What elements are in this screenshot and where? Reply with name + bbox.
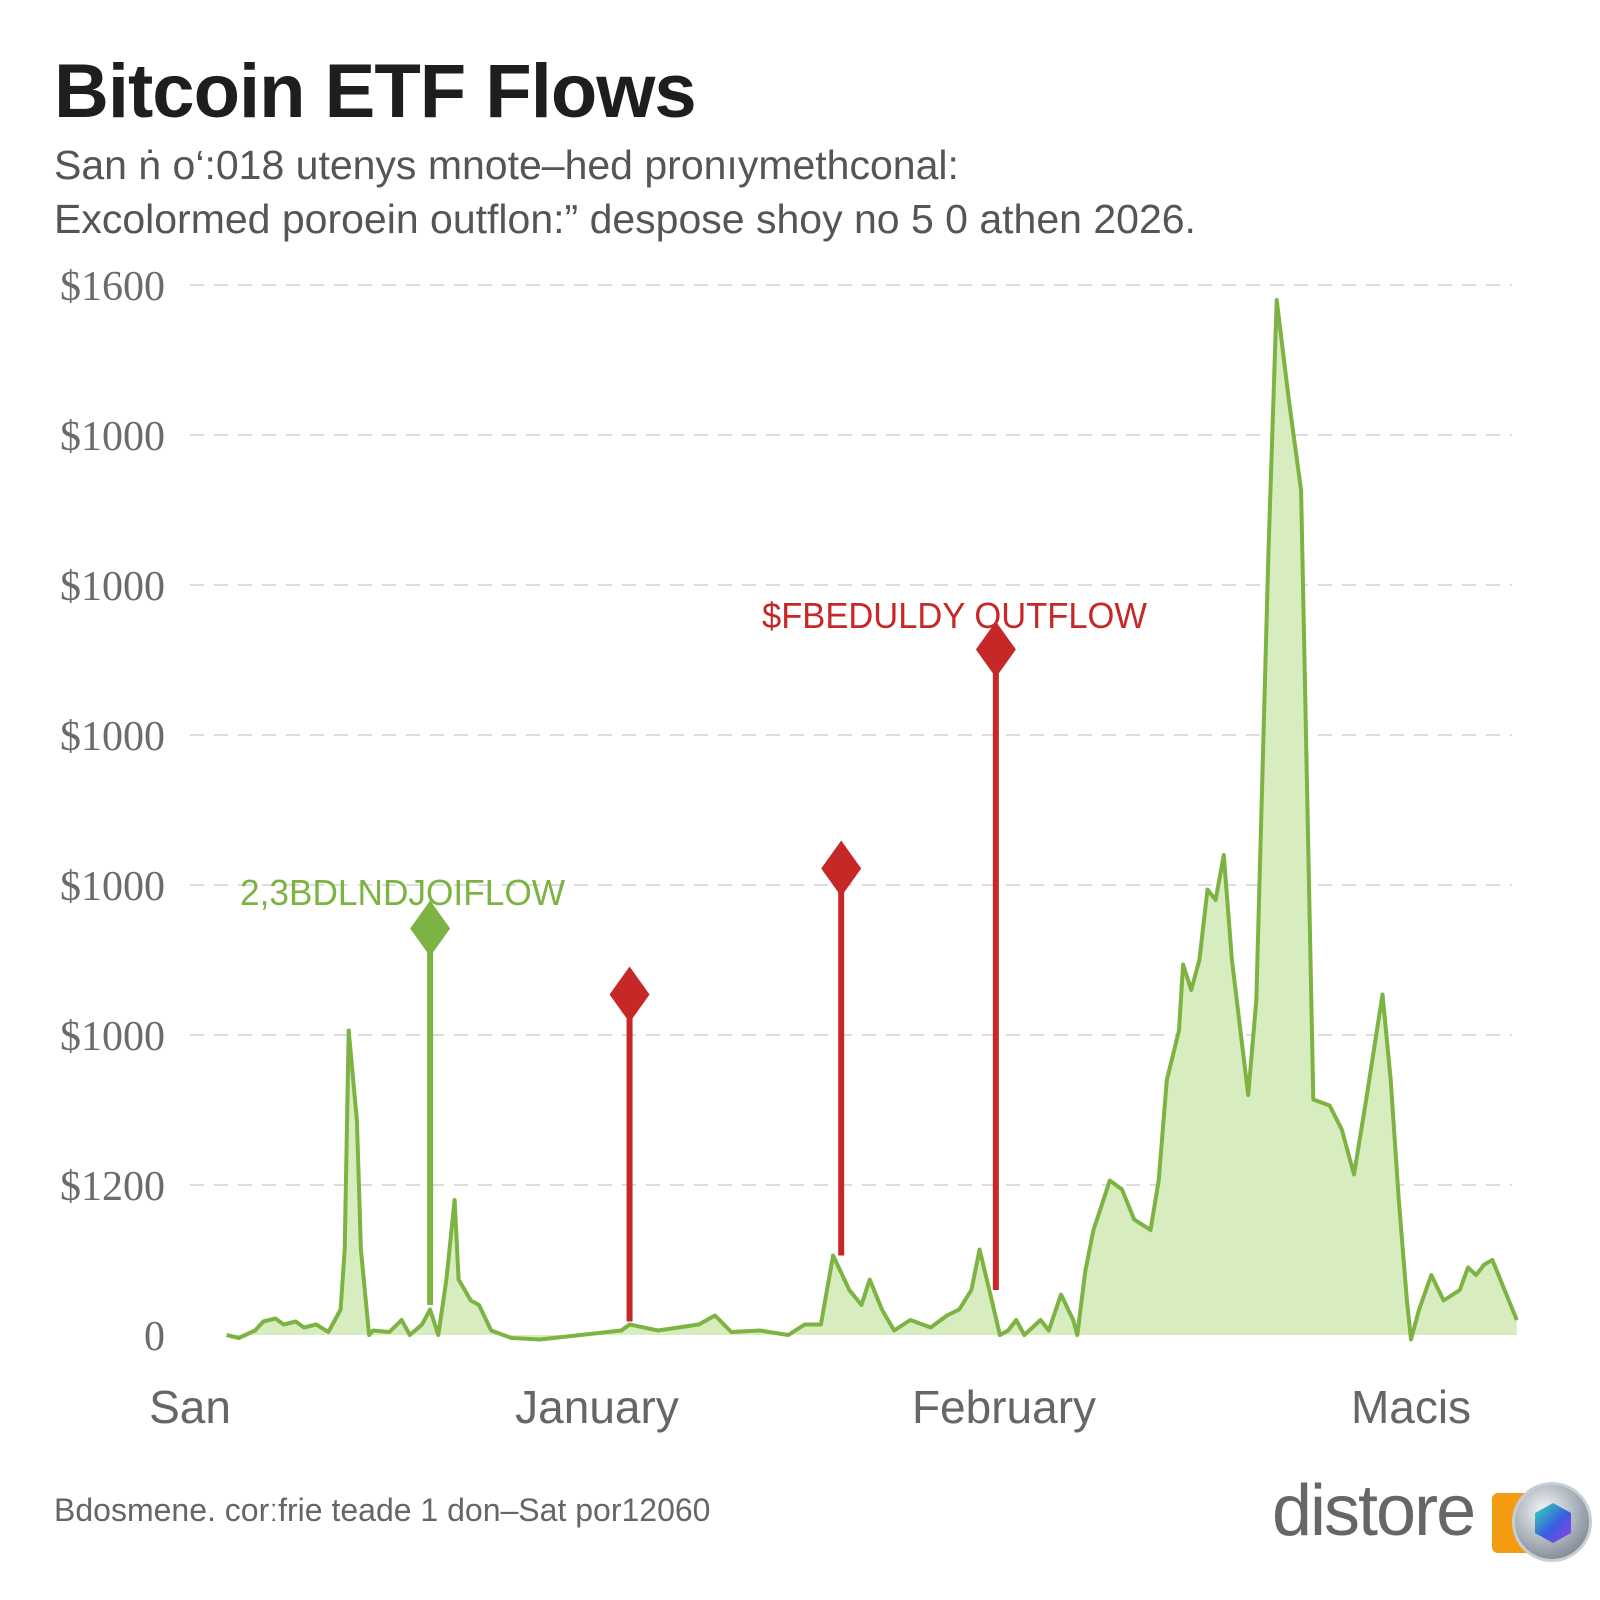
y-tick-label: $1000 xyxy=(60,564,165,610)
coin-hexagon-icon xyxy=(1512,1482,1592,1562)
inflow-annotation-label: 2,3BDLNDJOIFLOW xyxy=(240,872,565,913)
hexagon-icon xyxy=(1535,1503,1571,1543)
x-tick-label: San xyxy=(149,1381,231,1433)
subtitle-line-2: Excolormed poroein outflon:” despose sho… xyxy=(54,196,1196,242)
outflow-marker-diamond xyxy=(821,840,862,897)
y-tick-label: $1000 xyxy=(60,864,165,910)
y-tick-label: $1000 xyxy=(60,414,165,460)
x-tick-label: January xyxy=(515,1381,679,1433)
x-tick-label: Macis xyxy=(1351,1381,1471,1433)
y-tick-label: $1000 xyxy=(60,714,165,760)
inflow-marker-diamond xyxy=(410,900,451,957)
chart-title: Bitcoin ETF Flows xyxy=(54,49,697,134)
outflow-marker-diamond xyxy=(609,966,650,1023)
flow-area xyxy=(226,300,1517,1340)
outflow-annotation-label: $FBEDULDY OUTFLOW xyxy=(762,595,1147,636)
y-tick-label: $1200 xyxy=(60,1164,165,1210)
outflow-marker-diamond xyxy=(975,621,1016,678)
markers-layer: 2,3BDLNDJOIFLOW $FBEDULDY OUTFLOW xyxy=(240,595,1147,1322)
y-tick-label: 0 xyxy=(144,1314,165,1360)
subtitle-line-1: San ṅ o‘:018 utenys mnote–hed pronıymeth… xyxy=(54,142,959,188)
gridlines xyxy=(190,284,1512,1186)
series-layer xyxy=(226,298,1519,1342)
y-axis-ticks: 0 $1200 $1000 $1000 $1000 $1000 $1000 $1600 xyxy=(60,264,165,1360)
brand-logo-text: distore xyxy=(1272,1471,1476,1551)
x-tick-label: February xyxy=(912,1381,1096,1433)
flow-line xyxy=(226,298,1519,1342)
footer-source: Bdosmene. corːfrie teade 1 don–Sat por12… xyxy=(54,1492,711,1528)
y-tick-label: $1000 xyxy=(60,1014,165,1060)
x-axis-ticks: San January February Macis xyxy=(149,1381,1471,1433)
y-tick-label: $1600 xyxy=(60,264,165,310)
